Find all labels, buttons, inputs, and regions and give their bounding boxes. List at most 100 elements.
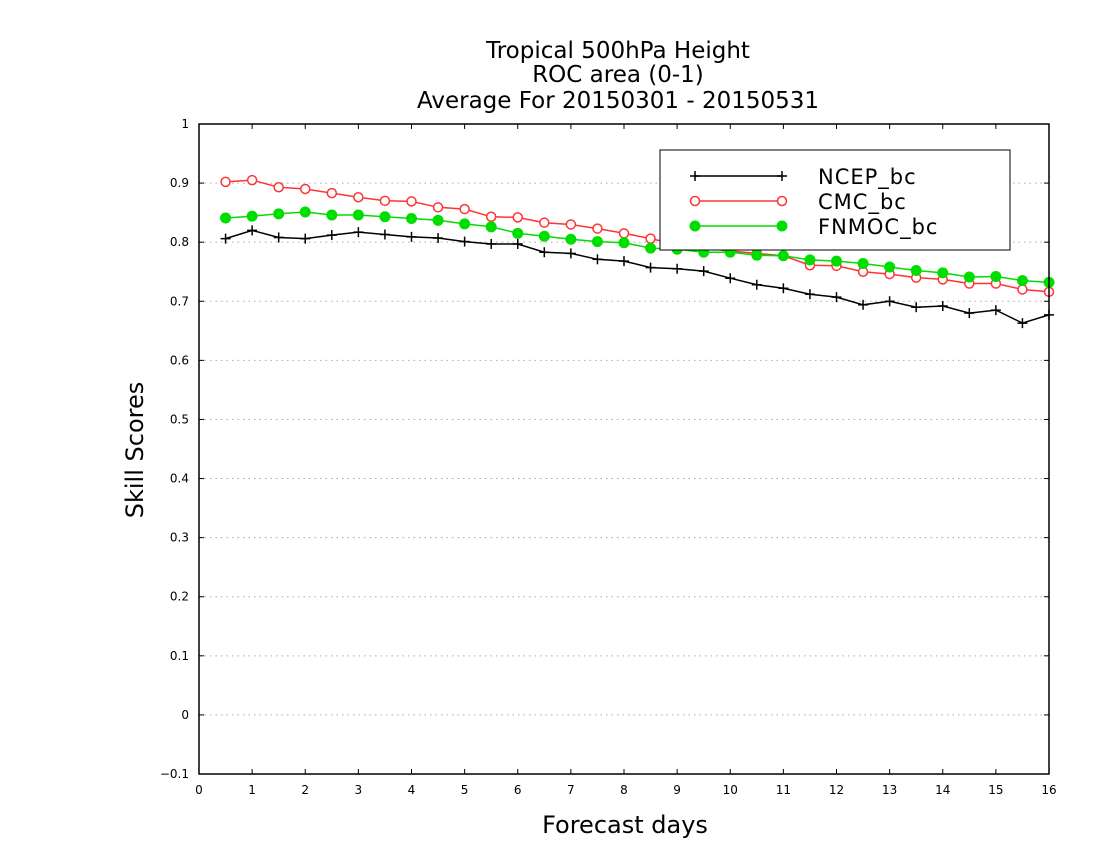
legend-marker: [777, 171, 787, 181]
chart-title: Tropical 500hPa Height ROC area (0-1) Av…: [417, 38, 819, 114]
x-tick-label: 1: [248, 783, 256, 797]
data-point: [964, 308, 975, 319]
data-point: [1017, 318, 1028, 329]
data-point: [299, 206, 311, 218]
x-tick-label: 6: [514, 783, 522, 797]
data-point: [1017, 284, 1028, 295]
data-point: [565, 233, 577, 245]
y-tick-label: 0.5: [170, 412, 189, 426]
data-point: [379, 229, 390, 240]
y-tick-label: 0.4: [170, 472, 189, 486]
data-point: [326, 209, 338, 221]
data-point: [273, 181, 284, 193]
data-point: [990, 305, 1001, 316]
data-point: [990, 270, 1002, 282]
title-line-3: Average For 20150301 - 20150531: [417, 88, 819, 114]
data-point: [565, 248, 576, 259]
data-point: [778, 283, 789, 294]
y-tick-label: 0.3: [170, 531, 189, 545]
data-point: [220, 212, 232, 224]
x-tick-label: 14: [935, 783, 950, 797]
data-point: [751, 279, 762, 290]
data-point: [858, 299, 869, 310]
data-point: [804, 289, 815, 300]
data-point: [247, 225, 258, 236]
data-point: [592, 223, 603, 234]
data-point: [937, 301, 948, 311]
data-point: [326, 187, 338, 199]
data-point: [672, 263, 683, 274]
x-tick-label: 3: [355, 783, 363, 797]
data-point: [831, 292, 842, 303]
title-line-2: ROC area (0-1): [532, 62, 704, 88]
data-point: [486, 238, 497, 249]
data-point: [831, 255, 842, 267]
x-tick-label: 4: [408, 783, 416, 797]
data-point: [698, 266, 709, 277]
series-fnmoc-bc: [220, 206, 1055, 288]
legend-item-cmc-bc: CMC_bc: [689, 190, 907, 215]
x-tick-label: 10: [723, 783, 738, 797]
data-point: [220, 233, 231, 244]
x-tick-label: 11: [776, 783, 791, 797]
legend-marker: [689, 220, 701, 232]
y-tick-label: 0: [181, 708, 189, 722]
axes: −0.100.10.20.30.40.50.60.70.80.910 1 2 3 4 5 6…: [160, 117, 1057, 797]
data-point: [565, 219, 577, 230]
data-point: [353, 192, 364, 203]
legend-label: CMC_bc: [818, 190, 907, 215]
legend-marker: [776, 220, 788, 232]
data-point: [539, 247, 550, 258]
title-line-1: Tropical 500hPa Height: [485, 38, 750, 64]
data-point: [246, 210, 258, 222]
data-point: [857, 257, 869, 269]
y-tick-label: 1: [181, 117, 189, 131]
data-point: [300, 183, 311, 195]
x-tick-label: 2: [301, 783, 309, 797]
x-tick-label: 0: [195, 783, 203, 797]
data-point: [406, 213, 417, 225]
data-point: [618, 228, 630, 239]
data-point: [379, 211, 391, 223]
legend-label: FNMOC_bc: [818, 215, 938, 240]
data-point: [379, 195, 391, 207]
grid-lines: [199, 182, 1049, 716]
data-point: [459, 218, 471, 230]
x-tick-label: 13: [882, 783, 897, 797]
y-tick-label: 0.1: [170, 649, 189, 663]
data-point: [777, 250, 789, 262]
series-ncep-bc: [220, 225, 1054, 329]
data-point: [1016, 275, 1028, 287]
data-point: [485, 211, 497, 223]
legend-item-fnmoc-bc: FNMOC_bc: [689, 215, 938, 240]
data-point: [804, 254, 816, 266]
y-tick-label: 0.2: [170, 590, 189, 604]
data-point: [246, 174, 258, 186]
data-point: [911, 302, 922, 313]
data-point: [459, 203, 470, 215]
data-point: [592, 254, 603, 265]
x-tick-label: 15: [988, 783, 1003, 797]
data-point: [910, 265, 922, 277]
data-point: [538, 230, 550, 242]
data-point: [619, 256, 629, 267]
legend-marker: [690, 171, 700, 181]
y-axis-label: Skill Scores: [121, 382, 149, 519]
data-point: [512, 212, 523, 223]
x-tick-label: 12: [829, 783, 844, 797]
data-point: [645, 262, 656, 273]
data-point: [459, 236, 470, 247]
data-point: [220, 176, 231, 188]
data-point: [273, 232, 284, 243]
data-point: [273, 208, 285, 220]
x-tick-label: 7: [567, 783, 575, 797]
data-point: [512, 238, 523, 249]
x-tick-label: 16: [1041, 783, 1056, 797]
data-point: [884, 296, 895, 307]
data-point: [539, 217, 550, 228]
data-point: [433, 233, 444, 244]
data-point: [645, 242, 657, 254]
data-point: [485, 221, 497, 233]
